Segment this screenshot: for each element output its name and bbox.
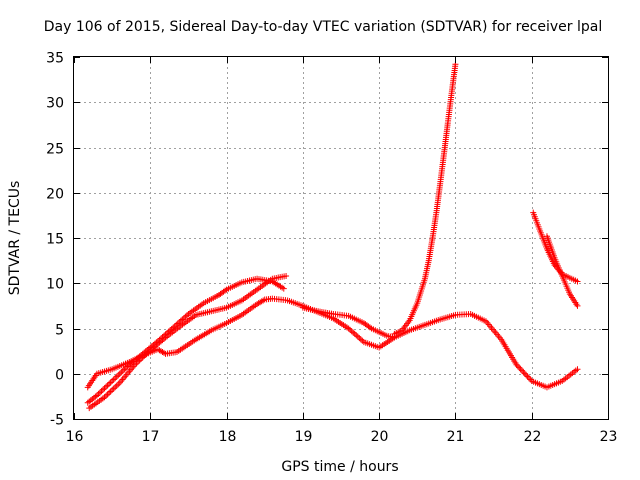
data-point	[109, 377, 116, 384]
y-tick-label: 30	[46, 96, 64, 112]
data-point	[107, 379, 114, 386]
y-tick-label: 10	[46, 277, 64, 293]
data-point	[514, 363, 521, 370]
x-tick-label: 22	[524, 429, 542, 445]
data-point	[351, 330, 358, 337]
data-point	[516, 364, 523, 371]
data-point	[280, 285, 287, 292]
data-point	[574, 278, 581, 285]
data-point	[110, 385, 117, 392]
data-point	[521, 370, 528, 377]
data-point	[350, 329, 357, 336]
x-tick-label: 20	[371, 429, 389, 445]
series-4	[299, 304, 398, 341]
data-point	[95, 391, 102, 398]
y-tick-label: -5	[50, 413, 64, 429]
series-2	[86, 273, 290, 412]
data-point	[103, 383, 110, 390]
data-point	[356, 335, 363, 342]
chart-title: Day 106 of 2015, Sidereal Day-to-day VTE…	[44, 19, 602, 35]
data-point	[113, 382, 120, 389]
data-point	[104, 382, 111, 389]
data-point	[98, 388, 105, 395]
data-point	[107, 388, 114, 395]
data-point	[574, 302, 581, 309]
data-point	[357, 336, 364, 343]
axis-ticks: 16 17 18 19 20 21 22 23 -5 0 5 10 15 20 25 30 35	[46, 51, 617, 446]
data-point	[519, 367, 526, 374]
y-tick-label: 15	[46, 232, 64, 248]
data-point	[99, 386, 106, 393]
data-point	[574, 366, 581, 373]
data-point	[354, 333, 361, 340]
x-tick-label: 18	[219, 429, 237, 445]
y-tick-label: 35	[46, 51, 64, 67]
data-point	[106, 389, 113, 396]
plot-frame	[73, 56, 609, 420]
y-axis-label: SDTVAR / TECUs	[7, 181, 23, 296]
data-point	[106, 380, 113, 387]
data-point	[520, 369, 527, 376]
data-point	[116, 370, 123, 377]
data-point	[115, 381, 122, 388]
series-7	[543, 233, 581, 309]
data-point	[112, 375, 119, 382]
x-tick-label: 19	[295, 429, 313, 445]
x-axis-label: GPS time / hours	[281, 459, 398, 475]
grid	[74, 57, 608, 419]
y-tick-label: 0	[55, 368, 64, 384]
data-point	[353, 332, 360, 339]
y-tick-label: 20	[46, 187, 64, 203]
data-point	[517, 366, 524, 373]
data-marks	[84, 61, 581, 412]
data-point	[112, 384, 119, 391]
data-point	[283, 273, 290, 280]
data-point	[525, 375, 532, 382]
y-tick-label: 5	[55, 323, 64, 339]
data-point	[110, 376, 117, 383]
x-tick-label: 17	[142, 429, 160, 445]
data-point	[101, 385, 108, 392]
data-point	[523, 372, 530, 379]
data-point	[527, 376, 534, 383]
data-point	[513, 361, 520, 368]
data-point	[109, 387, 116, 394]
x-tick-label: 23	[600, 429, 618, 445]
series-5	[391, 61, 459, 337]
data-point	[115, 372, 122, 379]
data-point	[121, 366, 128, 373]
x-tick-label: 16	[66, 429, 84, 445]
data-point	[104, 391, 111, 398]
y-tick-label: 25	[46, 142, 64, 158]
data-point	[103, 392, 110, 399]
series-1	[84, 275, 287, 406]
data-point	[96, 389, 103, 396]
x-tick-label: 21	[447, 429, 465, 445]
data-point	[524, 373, 531, 380]
series-6	[530, 209, 581, 285]
data-point	[119, 367, 126, 374]
